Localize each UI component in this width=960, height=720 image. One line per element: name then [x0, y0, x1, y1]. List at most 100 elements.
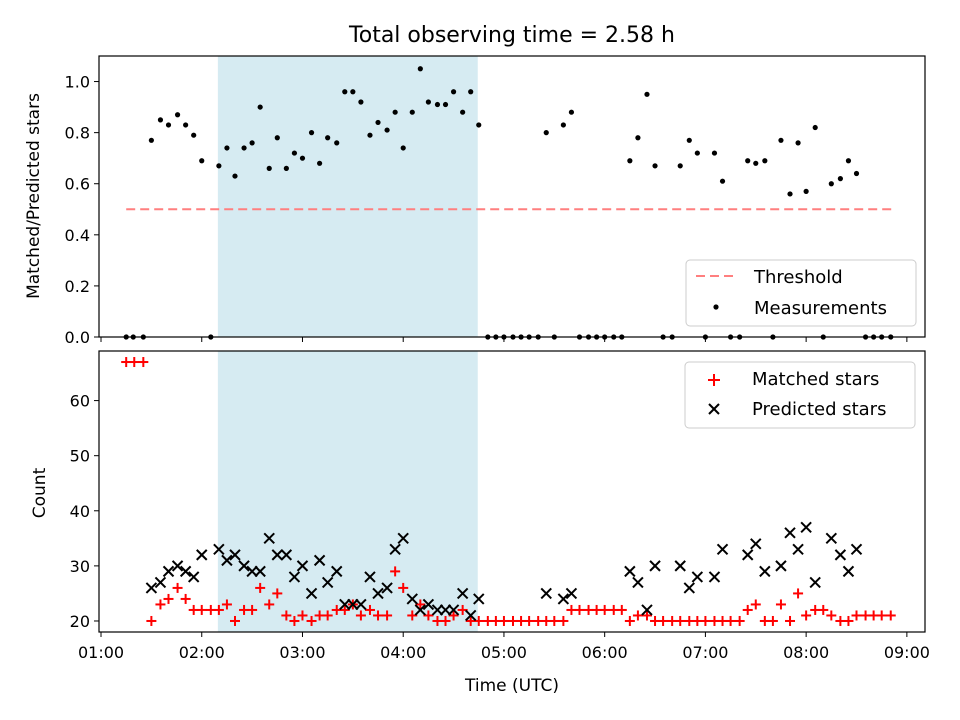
ratio-y-tick-label: 0.4 — [65, 226, 90, 245]
measurement-point — [635, 135, 641, 141]
legend-predicted-label: Predicted stars — [752, 399, 886, 420]
matched-star-point — [163, 593, 174, 604]
measurement-point — [342, 89, 348, 95]
measurement-point — [241, 145, 247, 151]
measurement-point — [787, 191, 793, 197]
ratio-y-tick-label: 1.0 — [65, 73, 90, 92]
ratio-y-tick-label: 0.8 — [65, 124, 90, 143]
matched-star-point — [473, 615, 484, 626]
matched-star-point — [885, 610, 896, 621]
matched-star-point — [289, 615, 300, 626]
measurement-point — [358, 99, 364, 105]
counts-panel: 20 30 40 50 60 01:00 02:00 03:00 04:00 05:00 06:0… — [30, 350, 930, 696]
chart-title: Total observing time = 2.58 h — [348, 23, 675, 48]
ratio-x-ticks — [100, 337, 908, 342]
predicted-star-point — [742, 549, 754, 561]
matched-star-point — [155, 599, 166, 610]
matched-star-point — [801, 610, 812, 621]
measurement-point — [165, 122, 172, 128]
legend-matched-swatch — [708, 374, 720, 386]
predicted-star-point — [145, 582, 158, 594]
measurement-point — [400, 145, 406, 151]
predicted-star-point — [674, 560, 686, 572]
matched-star-point — [407, 610, 418, 621]
predicted-star-point — [389, 543, 401, 556]
predicted-star-point — [254, 565, 266, 578]
predicted-star-point — [750, 538, 762, 550]
predicted-star-point — [397, 532, 409, 545]
matched-star-point — [785, 615, 796, 626]
matched-star-point — [558, 615, 569, 626]
matched-star-point — [750, 599, 761, 610]
predicted-star-point — [372, 587, 384, 600]
predicted-star-point — [296, 560, 309, 572]
matched-star-point — [138, 357, 149, 368]
predicted-star-point — [271, 549, 284, 561]
matched-star-point — [355, 610, 366, 621]
matched-star-point — [524, 615, 535, 626]
predicted-star-point — [364, 571, 376, 583]
measurement-point — [845, 158, 852, 164]
measurement-point — [308, 130, 315, 136]
predicted-star-point — [683, 582, 695, 594]
matched-star-point — [775, 599, 786, 610]
predicted-star-point — [825, 532, 838, 545]
measurement-point — [812, 124, 818, 131]
matched-star-point — [599, 604, 610, 615]
matched-star-point — [574, 604, 585, 615]
counts-y-tick-label: 60 — [70, 392, 90, 411]
legend-matched-label: Matched stars — [752, 369, 879, 390]
matched-star-point — [180, 593, 191, 604]
measurement-point — [350, 89, 356, 95]
measurement-point — [476, 122, 482, 128]
predicted-star-point — [321, 576, 334, 589]
measurement-point — [795, 140, 801, 146]
matched-star-point — [339, 604, 350, 615]
measurement-point — [191, 132, 197, 138]
ratio-axes-frame — [98, 55, 926, 338]
ratio-y-tick-label: 0.0 — [65, 328, 90, 347]
matched-star-point — [767, 615, 778, 626]
matched-star-point — [390, 566, 401, 577]
measurement-point — [283, 165, 289, 171]
matched-star-point — [172, 582, 183, 593]
matched-star-point — [734, 615, 745, 626]
measurement-point — [409, 109, 415, 115]
matched-star-point — [457, 604, 468, 615]
predicted-star-point — [716, 543, 729, 556]
measurement-point — [325, 135, 331, 141]
measurement-point — [232, 173, 238, 179]
predicted-star-point — [632, 576, 644, 589]
predicted-star-point — [850, 543, 863, 556]
matched-star-point — [146, 615, 157, 626]
predicted-stars-layer — [145, 521, 863, 622]
measurement-point — [291, 150, 298, 156]
matched-star-point — [624, 615, 635, 626]
predicted-star-point — [565, 587, 578, 600]
measurement-point — [828, 181, 834, 187]
predicted-star-point — [162, 565, 175, 578]
counts-y-ticks: 20 30 40 50 60 — [70, 392, 99, 631]
predicted-star-point — [305, 587, 318, 600]
counts-y-tick-label: 20 — [70, 612, 90, 631]
matched-star-point — [306, 615, 317, 626]
matched-star-point — [725, 615, 736, 626]
predicted-star-point — [355, 598, 367, 611]
matched-star-point — [247, 604, 258, 615]
measurement-point — [719, 178, 726, 184]
measurement-point — [543, 130, 549, 136]
predicted-star-point — [624, 565, 636, 578]
matched-star-point — [423, 610, 434, 621]
predicted-star-point — [800, 521, 812, 534]
matched-star-point — [129, 357, 140, 368]
legend-threshold-label: Threshold — [753, 267, 843, 288]
matched-star-point — [398, 582, 409, 593]
matched-star-point — [297, 610, 308, 621]
predicted-star-point — [187, 571, 200, 583]
predicted-star-point — [313, 554, 326, 567]
x-tick-label: 02:00 — [179, 643, 225, 662]
predicted-star-point — [540, 587, 552, 600]
ratio-y-tick-label: 0.6 — [65, 175, 90, 194]
measurement-point — [450, 89, 457, 95]
